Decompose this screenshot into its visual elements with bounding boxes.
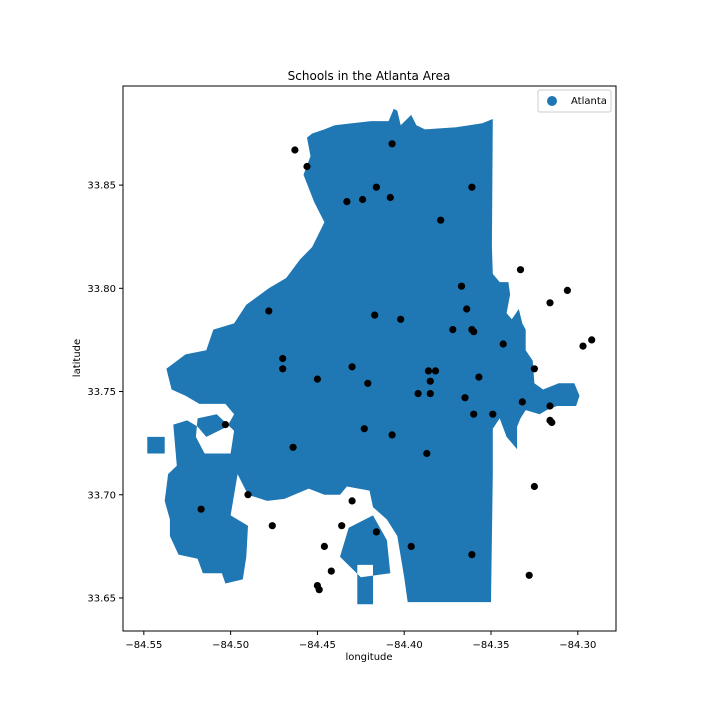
school-point — [470, 328, 478, 336]
school-point — [468, 183, 476, 191]
school-point — [588, 336, 596, 344]
y-axis-label: latitude — [72, 339, 83, 377]
school-point — [457, 282, 466, 290]
y-tick-label: 33.80 — [87, 284, 116, 295]
legend: Atlanta — [537, 89, 612, 113]
legend-marker — [547, 96, 557, 106]
x-tick-label: −84.40 — [386, 640, 423, 651]
school-point — [343, 198, 351, 206]
school-point — [548, 418, 556, 427]
atlanta-region — [147, 108, 580, 605]
school-point — [546, 299, 554, 307]
school-point — [426, 390, 434, 398]
school-point — [426, 377, 434, 385]
school-point — [303, 162, 311, 171]
plot-area — [147, 108, 596, 605]
school-point — [530, 482, 539, 491]
x-axis: −84.55 −84.50 −84.45 −84.40 −84.35 −84.30 — [125, 631, 596, 651]
school-point — [437, 216, 445, 224]
y-tick-label: 33.70 — [87, 490, 116, 501]
y-tick-label: 33.65 — [87, 593, 116, 604]
x-tick-label: −84.55 — [125, 640, 162, 651]
school-point — [431, 367, 440, 375]
school-point — [414, 390, 422, 398]
school-point — [221, 421, 229, 429]
school-point — [525, 571, 533, 579]
school-point — [530, 365, 539, 373]
school-point — [289, 443, 297, 451]
y-tick-label: 33.85 — [87, 181, 116, 192]
school-point — [468, 551, 476, 559]
school-point — [518, 398, 526, 406]
school-point — [348, 497, 356, 505]
legend-box — [537, 89, 612, 113]
school-point — [463, 305, 471, 313]
school-point — [364, 379, 372, 387]
school-points — [197, 140, 596, 594]
school-point — [360, 425, 368, 433]
x-tick-label: −84.30 — [559, 640, 596, 651]
school-point — [407, 542, 415, 551]
x-tick-label: −84.45 — [299, 640, 336, 651]
school-point — [338, 522, 346, 530]
x-axis-label: longitude — [345, 652, 392, 663]
legend-label: Atlanta — [571, 96, 607, 107]
school-point — [315, 586, 323, 594]
school-point — [372, 528, 380, 536]
school-point — [386, 193, 394, 202]
school-point — [499, 340, 507, 348]
school-point — [291, 146, 299, 154]
school-point — [313, 375, 321, 383]
school-point — [516, 266, 525, 274]
school-point — [563, 286, 572, 294]
school-point — [279, 365, 287, 373]
school-point — [371, 311, 379, 319]
school-point — [279, 354, 287, 363]
y-axis: 33.65 33.70 33.75 33.80 33.85 — [87, 181, 123, 604]
school-point — [327, 567, 335, 575]
x-tick-label: −84.50 — [212, 640, 249, 651]
school-point — [197, 505, 205, 513]
y-tick-label: 33.75 — [87, 387, 116, 398]
school-point — [461, 394, 469, 402]
school-point — [372, 183, 380, 191]
school-point — [265, 307, 273, 315]
school-point — [470, 410, 478, 418]
school-point — [388, 431, 396, 439]
school-point — [388, 140, 396, 148]
school-point — [244, 491, 252, 499]
school-point — [348, 363, 356, 371]
school-point — [320, 542, 328, 551]
axes-frame — [122, 85, 617, 632]
school-point — [424, 367, 433, 375]
school-point — [579, 342, 587, 350]
school-point — [546, 402, 554, 410]
chart-title: Schools in the Atlanta Area — [288, 69, 451, 83]
school-point — [449, 326, 457, 334]
x-tick-label: −84.35 — [473, 640, 510, 651]
school-point — [397, 315, 405, 323]
school-point — [423, 449, 431, 458]
school-point — [475, 373, 483, 381]
school-point — [268, 522, 276, 530]
school-point — [359, 195, 367, 204]
school-point — [489, 410, 497, 418]
